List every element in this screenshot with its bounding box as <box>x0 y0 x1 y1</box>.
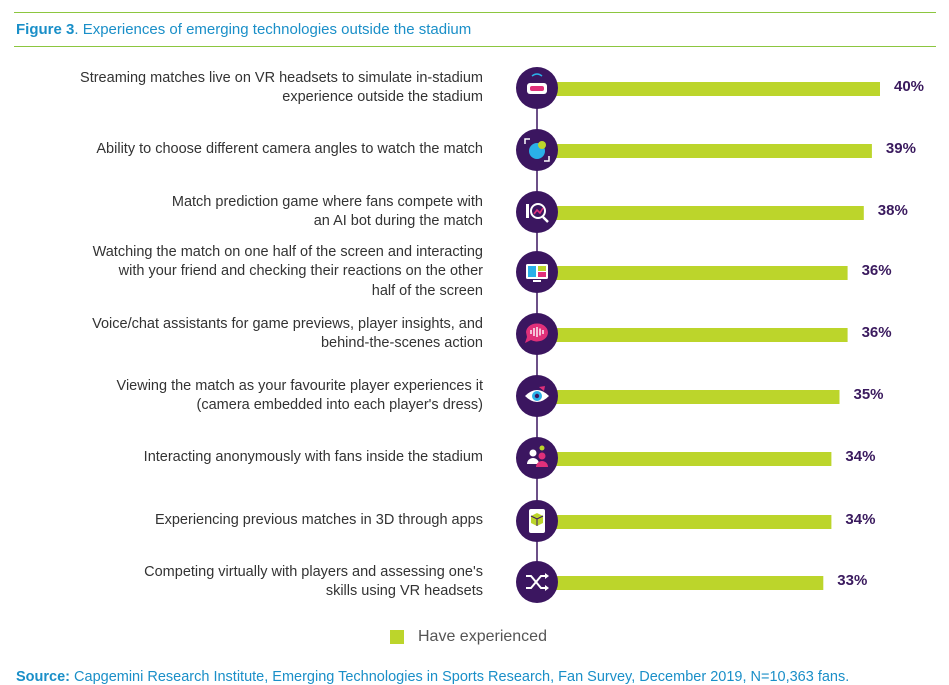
icon-circle <box>516 437 558 479</box>
bar-chart <box>516 67 880 603</box>
chart-row <box>516 251 848 293</box>
bar <box>556 452 832 466</box>
value-label: 38% <box>877 202 908 219</box>
screen-left <box>528 266 536 277</box>
3d-device-icon <box>516 500 558 542</box>
category-label-line: skills using VR headsets <box>325 583 483 599</box>
chart-row <box>516 561 824 603</box>
fan-head-c <box>539 445 545 451</box>
shuffle-lines <box>526 575 547 589</box>
category-label-line: Match prediction game where fans compete… <box>171 193 483 210</box>
vr-lens <box>530 86 544 91</box>
category-label-line: Interacting anonymously with fans inside… <box>143 449 483 466</box>
value-label: 36% <box>861 262 892 279</box>
vr-headset-icon <box>516 67 558 109</box>
legend: Have experienced <box>390 628 547 646</box>
screen-right-bottom <box>538 272 546 277</box>
category-label-line: Viewing the match as your favourite play… <box>116 377 483 394</box>
source-label: Source: <box>16 669 70 685</box>
voice-chat-icon <box>516 313 558 355</box>
category-label-line: behind-the-scenes action <box>320 335 483 351</box>
fan-group-icon <box>516 437 558 479</box>
bar <box>556 328 848 342</box>
title-rule <box>14 46 936 47</box>
top-rule <box>14 12 936 13</box>
camera-corners <box>524 138 550 162</box>
category-label: Competing virtually with players and ass… <box>23 563 483 602</box>
chart-row <box>516 313 848 355</box>
bar <box>556 144 872 158</box>
value-label: 40% <box>894 78 925 95</box>
category-label: Streaming matches live on VR headsets to… <box>23 69 483 108</box>
camera-dot <box>538 141 546 149</box>
value-label: 36% <box>861 324 892 341</box>
value-label: 33% <box>837 572 868 589</box>
category-label-line: experience outside the stadium <box>282 89 483 105</box>
bar <box>556 266 848 280</box>
bar-a <box>526 204 529 218</box>
icon-circle <box>516 191 558 233</box>
value-label: 34% <box>845 448 876 465</box>
legend-swatch <box>390 630 404 644</box>
screen-stand <box>533 280 541 282</box>
eye-pupil <box>534 393 540 399</box>
category-label: Watching the match on one half of the sc… <box>23 243 483 302</box>
figure-title: Figure 3. Experiences of emerging techno… <box>16 21 471 38</box>
split-screen-icon <box>516 251 558 293</box>
category-label: Match prediction game where fans compete… <box>23 193 483 232</box>
screen-right-top <box>538 266 546 271</box>
bar <box>556 515 832 529</box>
chart-row <box>516 129 872 171</box>
trend-line <box>533 207 544 215</box>
legend-label: Have experienced <box>418 628 547 645</box>
category-label-line: Competing virtually with players and ass… <box>144 563 483 580</box>
category-label: Viewing the match as your favourite play… <box>23 377 483 416</box>
source-note: Source: Capgemini Research Institute, Em… <box>16 669 849 685</box>
category-label: Interacting anonymously with fans inside… <box>23 448 483 468</box>
value-label: 39% <box>885 140 916 157</box>
shuffle-icon <box>516 561 558 603</box>
category-label-line: half of the screen <box>371 282 483 299</box>
magnifier-handle <box>542 216 549 223</box>
category-label-line: Streaming matches live on VR headsets to… <box>80 69 483 86</box>
value-label: 34% <box>845 511 876 528</box>
bar <box>556 576 824 590</box>
bar <box>556 206 864 220</box>
chart-row <box>516 500 832 542</box>
vr-signal <box>531 73 543 77</box>
fan-head-b <box>538 452 546 460</box>
category-label: Experiencing previous matches in 3D thro… <box>23 511 483 531</box>
category-label-line: Watching the match on one half of the sc… <box>92 243 483 260</box>
bar <box>556 82 880 96</box>
analytics-magnifier-icon <box>516 191 558 233</box>
camera-angle-icon <box>516 129 558 171</box>
cube-edges <box>530 515 544 526</box>
category-label-line: (camera embedded into each player's dres… <box>196 397 483 413</box>
figure-title-text: . Experiences of emerging technologies o… <box>74 21 472 38</box>
fan-body-a <box>527 458 539 464</box>
figure-label: Figure 3 <box>16 21 75 38</box>
shuffle-arrows <box>545 573 549 591</box>
chart-row <box>516 437 832 479</box>
category-label-line: Ability to choose different camera angle… <box>96 141 483 158</box>
chart-row <box>516 67 880 109</box>
value-label: 35% <box>853 386 884 403</box>
source-text: Capgemini Research Institute, Emerging T… <box>70 669 850 685</box>
eye-camera-icon <box>516 375 558 417</box>
bar <box>556 390 840 404</box>
category-label-line: Voice/chat assistants for game previews,… <box>92 315 483 332</box>
magnifier-ring <box>530 203 546 219</box>
fan-head-a <box>529 449 537 457</box>
category-label-line: with your friend and checking their reac… <box>118 263 483 280</box>
chart-row <box>516 375 840 417</box>
category-label-line: Experiencing previous matches in 3D thro… <box>154 512 483 529</box>
fan-body-b <box>536 461 548 467</box>
category-label: Ability to choose different camera angle… <box>23 140 483 160</box>
category-label: Voice/chat assistants for game previews,… <box>23 315 483 354</box>
category-label-line: an AI bot during the match <box>313 213 483 229</box>
eye-accent <box>539 386 545 391</box>
chart-row <box>516 191 864 233</box>
